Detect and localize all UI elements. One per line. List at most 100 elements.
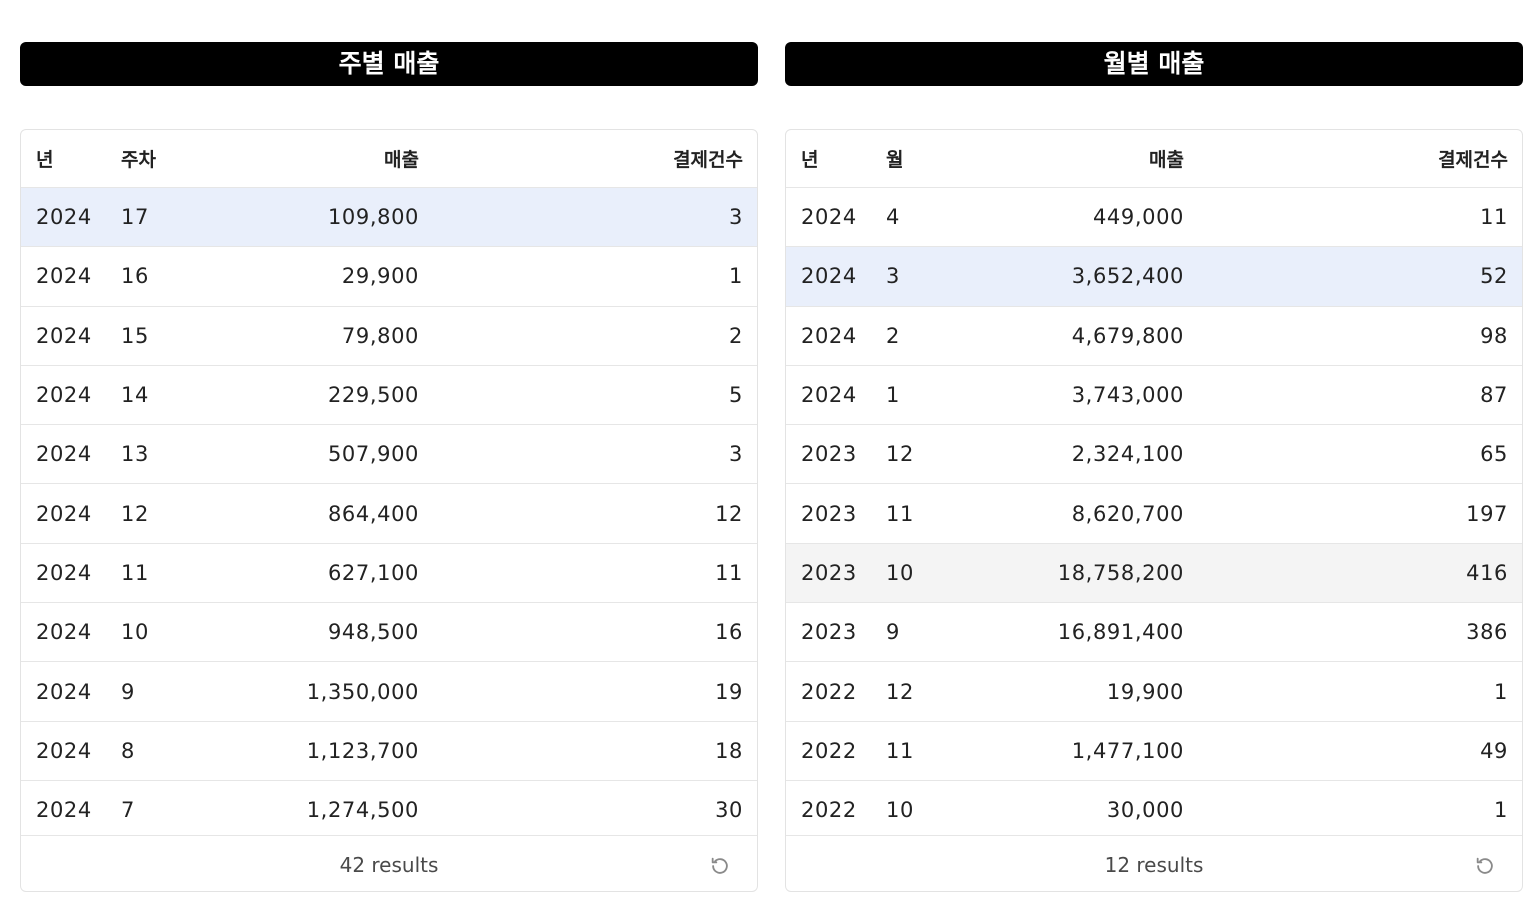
cell-year: 2023 bbox=[801, 620, 857, 645]
table-row[interactable]: 2022 11 1,477,100 49 bbox=[786, 722, 1522, 781]
table-row[interactable]: 2024 3 3,652,400 52 bbox=[786, 247, 1522, 307]
cell-sales: 1,477,100 bbox=[1071, 738, 1184, 763]
table-body[interactable]: 2024 17 109,800 3 2024 16 29,900 1 2024 15 79,800 2… bbox=[21, 188, 757, 835]
cell-sales: 8,620,700 bbox=[1071, 501, 1184, 526]
cell-period: 9 bbox=[121, 679, 135, 704]
cell-payment-count: 197 bbox=[1466, 501, 1508, 526]
cell-sales: 2,324,100 bbox=[1071, 442, 1184, 467]
results-count: 12 results bbox=[1104, 852, 1204, 877]
table-row[interactable]: 2024 14 229,500 5 bbox=[21, 366, 757, 426]
cell-period: 12 bbox=[886, 442, 914, 467]
cell-sales: 1,350,000 bbox=[306, 679, 419, 704]
cell-period: 1 bbox=[886, 383, 900, 408]
weekly-sales-title: 주별 매출 bbox=[20, 42, 758, 86]
column-header-year[interactable]: 년 bbox=[36, 149, 54, 171]
cell-sales: 79,800 bbox=[341, 323, 419, 348]
cell-payment-count: 3 bbox=[729, 442, 743, 467]
cell-year: 2024 bbox=[801, 205, 857, 230]
cell-sales: 16,891,400 bbox=[1057, 620, 1184, 645]
column-header-year[interactable]: 년 bbox=[801, 149, 819, 171]
table-row[interactable]: 2024 11 627,100 11 bbox=[21, 544, 757, 604]
cell-sales: 3,652,400 bbox=[1071, 264, 1184, 289]
cell-year: 2023 bbox=[801, 501, 857, 526]
cell-period: 14 bbox=[121, 383, 149, 408]
table-row[interactable]: 2024 16 29,900 1 bbox=[21, 247, 757, 307]
cell-sales: 4,679,800 bbox=[1071, 323, 1184, 348]
table-row[interactable]: 2024 1 3,743,000 87 bbox=[786, 366, 1522, 426]
table-row[interactable]: 2024 7 1,274,500 30 bbox=[21, 781, 757, 835]
cell-sales: 29,900 bbox=[341, 264, 419, 289]
cell-period: 9 bbox=[886, 620, 900, 645]
cell-year: 2024 bbox=[36, 442, 92, 467]
cell-period: 11 bbox=[121, 560, 149, 585]
table-row[interactable]: 2023 9 16,891,400 386 bbox=[786, 603, 1522, 663]
table-row[interactable]: 2024 10 948,500 16 bbox=[21, 603, 757, 663]
cell-payment-count: 16 bbox=[715, 620, 743, 645]
cell-year: 2024 bbox=[36, 264, 92, 289]
results-count: 42 results bbox=[339, 852, 439, 877]
table-row[interactable]: 2024 8 1,123,700 18 bbox=[21, 722, 757, 781]
table-row[interactable]: 2024 4 449,000 11 bbox=[786, 188, 1522, 248]
cell-payment-count: 11 bbox=[1480, 205, 1508, 230]
cell-year: 2024 bbox=[36, 205, 92, 230]
column-header-month[interactable]: 월 bbox=[886, 149, 904, 171]
cell-period: 12 bbox=[121, 501, 149, 526]
cell-payment-count: 386 bbox=[1466, 620, 1508, 645]
column-header-sales[interactable]: 매출 bbox=[1149, 149, 1184, 171]
cell-year: 2024 bbox=[36, 501, 92, 526]
cell-period: 11 bbox=[886, 738, 914, 763]
cell-payment-count: 1 bbox=[729, 264, 743, 289]
table-body[interactable]: 2024 4 449,000 11 2024 3 3,652,400 52 2024 2 4,679… bbox=[786, 188, 1522, 835]
column-header-sales[interactable]: 매출 bbox=[384, 149, 419, 171]
table-row[interactable]: 2022 12 19,900 1 bbox=[786, 662, 1522, 722]
table-row[interactable]: 2024 9 1,350,000 19 bbox=[21, 662, 757, 722]
table-row[interactable]: 2023 12 2,324,100 65 bbox=[786, 425, 1522, 485]
column-header-payment-count[interactable]: 결제건수 bbox=[1438, 149, 1508, 171]
cell-payment-count: 98 bbox=[1480, 323, 1508, 348]
cell-year: 2024 bbox=[36, 679, 92, 704]
cell-period: 10 bbox=[886, 798, 914, 823]
cell-year: 2024 bbox=[36, 620, 92, 645]
table-row[interactable]: 2023 10 18,758,200 416 bbox=[786, 543, 1522, 604]
cell-period: 16 bbox=[121, 264, 149, 289]
cell-sales: 449,000 bbox=[1092, 205, 1184, 230]
cell-sales: 948,500 bbox=[327, 620, 419, 645]
cell-payment-count: 11 bbox=[715, 560, 743, 585]
cell-sales: 864,400 bbox=[327, 501, 419, 526]
table-header: 년 월 매출 결제건수 bbox=[786, 130, 1522, 188]
cell-year: 2022 bbox=[801, 738, 857, 763]
cell-year: 2022 bbox=[801, 798, 857, 823]
monthly-sales-title: 월별 매출 bbox=[785, 42, 1523, 86]
cell-payment-count: 30 bbox=[715, 798, 743, 823]
table-row[interactable]: 2024 12 864,400 12 bbox=[21, 484, 757, 544]
table-row[interactable]: 2022 10 30,000 1 bbox=[786, 781, 1522, 835]
table-footer: 12 results bbox=[786, 835, 1522, 891]
cell-period: 7 bbox=[121, 798, 135, 823]
cell-sales: 19,900 bbox=[1106, 679, 1184, 704]
cell-year: 2024 bbox=[36, 383, 92, 408]
cell-sales: 1,274,500 bbox=[306, 798, 419, 823]
cell-payment-count: 18 bbox=[715, 738, 743, 763]
cell-payment-count: 19 bbox=[715, 679, 743, 704]
table-row[interactable]: 2023 11 8,620,700 197 bbox=[786, 484, 1522, 544]
cell-payment-count: 2 bbox=[729, 323, 743, 348]
cell-period: 13 bbox=[121, 442, 149, 467]
column-header-week[interactable]: 주차 bbox=[121, 149, 156, 171]
reset-button[interactable] bbox=[707, 853, 733, 879]
cell-year: 2024 bbox=[36, 738, 92, 763]
weekly-sales-table: 년 주차 매출 결제건수 2024 17 109,800 3 2024 16 29,900 1… bbox=[20, 129, 758, 892]
cell-year: 2024 bbox=[36, 323, 92, 348]
table-row[interactable]: 2024 2 4,679,800 98 bbox=[786, 307, 1522, 366]
cell-payment-count: 65 bbox=[1480, 442, 1508, 467]
cell-period: 3 bbox=[886, 264, 900, 289]
cell-sales: 30,000 bbox=[1106, 798, 1184, 823]
cell-period: 12 bbox=[886, 679, 914, 704]
table-row[interactable]: 2024 15 79,800 2 bbox=[21, 307, 757, 366]
table-row[interactable]: 2024 17 109,800 3 bbox=[21, 188, 757, 248]
cell-sales: 3,743,000 bbox=[1071, 383, 1184, 408]
column-header-payment-count[interactable]: 결제건수 bbox=[673, 149, 743, 171]
cell-year: 2024 bbox=[36, 560, 92, 585]
cell-period: 10 bbox=[121, 620, 149, 645]
reset-button[interactable] bbox=[1472, 853, 1498, 879]
table-row[interactable]: 2024 13 507,900 3 bbox=[21, 425, 757, 485]
